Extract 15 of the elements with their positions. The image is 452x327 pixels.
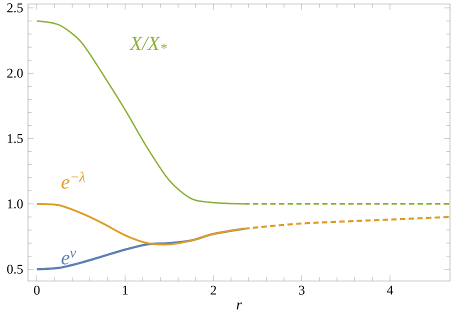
line-series: [36, 228, 246, 270]
x-tick-label: 1: [122, 286, 128, 294]
y-tick-label: 0.5: [7, 264, 23, 274]
series-label: e$^{−λ}$: [62, 172, 86, 189]
series-label: e$^{ν}$: [62, 250, 76, 265]
series-label: X/X$_{*}$: [129, 36, 167, 50]
x-tick-label: 0: [34, 286, 40, 295]
y-tick-label: 2.5: [7, 3, 23, 12]
y-tick-label: 1.5: [8, 134, 23, 144]
x-tick-label: 3: [299, 286, 304, 295]
x-tick-label: 2: [210, 286, 216, 295]
x-axis-title: r: [236, 302, 242, 310]
y-tick-label: 2.0: [7, 68, 23, 78]
y-tick-label: 1.0: [8, 199, 23, 208]
x-tick-label: 4: [386, 286, 394, 294]
